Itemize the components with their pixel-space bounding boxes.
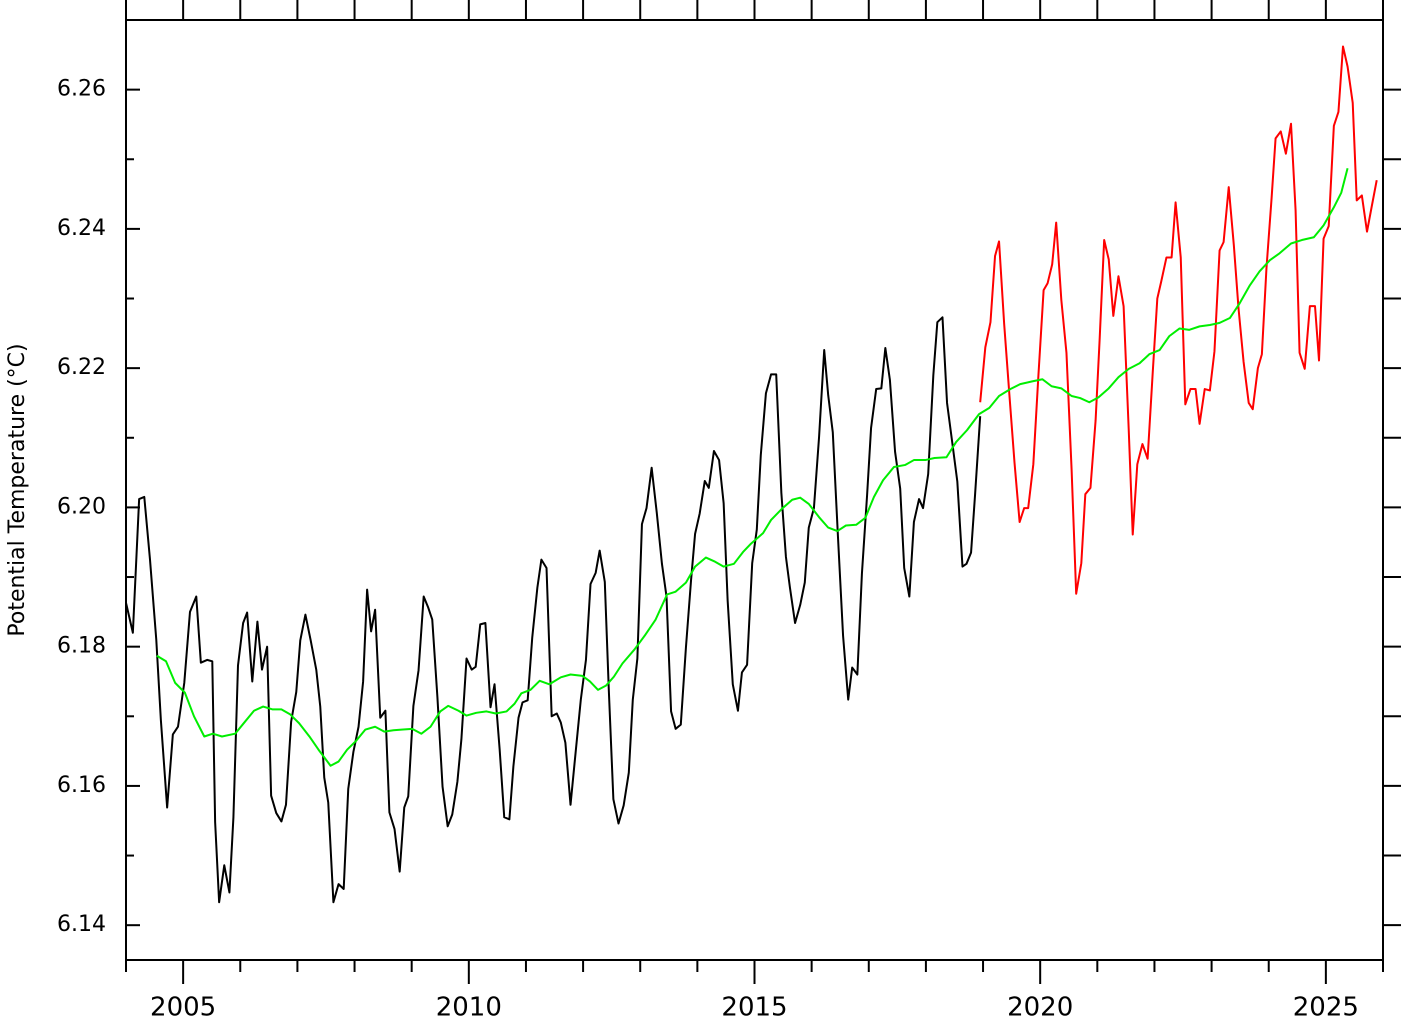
y-tick-label: 6.18 [57, 634, 106, 659]
x-tick-label: 2025 [1293, 993, 1359, 1023]
x-tick-label: 2005 [150, 993, 216, 1023]
y-tick-label: 6.26 [57, 77, 106, 102]
series-line [125, 316, 982, 904]
series-line [979, 45, 1378, 595]
y-tick-label: 6.16 [57, 773, 106, 798]
y-axis-label: Potential Temperature (°C) [5, 343, 30, 636]
x-tick-label: 2010 [436, 993, 502, 1023]
y-tick-label: 6.20 [57, 494, 106, 519]
y-tick-label: 6.24 [57, 216, 106, 241]
x-tick-label: 2020 [1007, 993, 1073, 1023]
y-tick-label: 6.14 [57, 912, 106, 937]
y-tick-label: 6.22 [57, 355, 106, 380]
series-line [156, 168, 1349, 767]
x-tick-label: 2015 [721, 993, 787, 1023]
plot-frame [125, 19, 1384, 961]
